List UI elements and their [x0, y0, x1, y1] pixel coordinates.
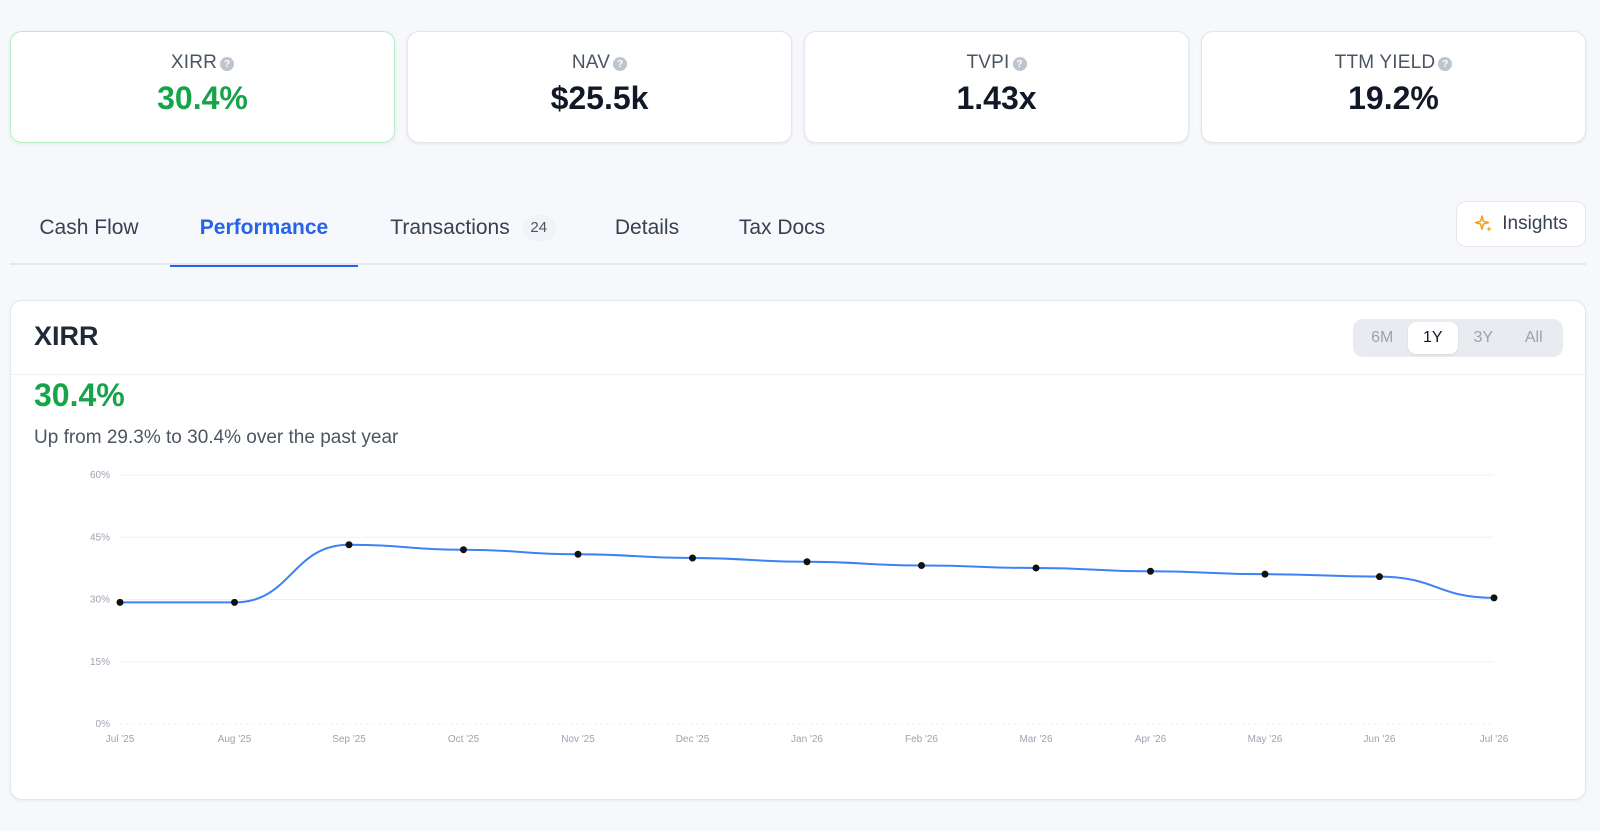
x-tick-label: Sep '25 — [332, 734, 366, 745]
x-tick-label: Apr '26 — [1135, 734, 1167, 745]
count-badge: 24 — [521, 214, 556, 241]
help-icon[interactable]: ? — [613, 57, 628, 71]
metric-card-tvpi[interactable]: TVPI ? 1.43x — [804, 31, 1189, 143]
panel-header: XIRR 6M 1Y 3Y All — [11, 301, 1585, 375]
tab-bar: Cash Flow Performance Transactions 24 De… — [10, 190, 1586, 267]
y-tick-label: 45% — [90, 532, 110, 543]
metric-card-xirr[interactable]: XIRR ? 30.4% — [10, 31, 395, 143]
sparkle-icon — [1475, 215, 1493, 232]
x-tick-label: May '26 — [1248, 734, 1283, 745]
metric-cards: XIRR ? 30.4% NAV ? $25.5k TVPI ? 1.43x T… — [10, 31, 1586, 143]
xirr-line-chart: 0% 15% 30% 45% 60% Jul '25 Aug '25 Sep '25 Oct '… — [90, 470, 1509, 745]
tab-tax-docs[interactable]: Tax Docs — [738, 215, 826, 239]
metric-card-nav[interactable]: NAV ? $25.5k — [407, 31, 792, 143]
y-tick-label: 15% — [90, 657, 110, 668]
tab-transactions[interactable]: Transactions 24 — [387, 190, 559, 265]
range-6m-button[interactable]: 6M — [1371, 329, 1394, 346]
range-selector: 6M 1Y 3Y All — [1353, 319, 1563, 357]
data-point — [1490, 594, 1498, 602]
metric-label-text: XIRR — [170, 52, 218, 73]
data-point — [1261, 570, 1269, 578]
help-icon[interactable]: ? — [1438, 57, 1453, 71]
data-point — [1147, 567, 1154, 575]
insights-label: Insights — [1502, 213, 1568, 234]
tab-details[interactable]: Details — [614, 215, 680, 239]
data-point — [803, 558, 811, 566]
x-tick-label: Jan '26 — [791, 734, 823, 745]
data-point — [116, 598, 124, 606]
x-tick-label: Nov '25 — [561, 734, 595, 745]
data-point — [1376, 573, 1383, 581]
x-tick-label: Jun '26 — [1364, 734, 1396, 745]
x-tick-label: Dec '25 — [676, 734, 710, 745]
x-tick-label: Oct '25 — [448, 734, 480, 745]
metric-value: 19.2% — [1348, 80, 1439, 116]
x-tick-label: Jul '25 — [106, 734, 135, 745]
xirr-summary: Up from 29.3% to 30.4% over the past yea… — [34, 427, 399, 448]
insights-button[interactable]: Insights — [1456, 201, 1586, 247]
data-point — [231, 598, 238, 606]
metric-label-text: TVPI — [966, 52, 1010, 73]
xirr-chart-panel: XIRR 6M 1Y 3Y All 30.4% Up from 29.3% to… — [10, 300, 1586, 800]
data-point — [460, 546, 467, 554]
metric-label: TTM YIELD ? — [1335, 52, 1453, 74]
y-tick-label: 0% — [96, 719, 111, 730]
metric-value: 30.4% — [157, 80, 248, 116]
metric-label: NAV ? — [571, 52, 628, 74]
panel-title: XIRR — [34, 321, 99, 351]
tab-performance[interactable]: Performance — [170, 190, 358, 267]
x-tick-label: Feb '26 — [905, 734, 938, 745]
range-1y-button[interactable]: 1Y — [1407, 322, 1458, 354]
metric-value: $25.5k — [550, 80, 649, 116]
help-icon[interactable]: ? — [1012, 57, 1027, 71]
y-tick-label: 60% — [90, 470, 110, 481]
data-point — [918, 561, 925, 569]
x-tick-label: Aug '25 — [218, 734, 252, 745]
range-all-button[interactable]: All — [1524, 329, 1543, 346]
metric-label: TVPI ? — [966, 52, 1027, 74]
tab-label: Transactions — [390, 215, 510, 239]
help-icon[interactable]: ? — [220, 57, 235, 71]
x-tick-label: Mar '26 — [1019, 734, 1052, 745]
metric-value: 1.43x — [956, 80, 1037, 116]
range-3y-button[interactable]: 3Y — [1473, 329, 1494, 346]
data-point — [345, 541, 353, 549]
y-tick-label: 30% — [90, 595, 110, 606]
data-point — [689, 554, 696, 562]
tab-cash-flow[interactable]: Cash Flow — [39, 215, 139, 239]
series-line — [119, 543, 1495, 604]
metric-card-ttm-yield[interactable]: TTM YIELD ? 19.2% — [1201, 31, 1586, 143]
data-point — [1032, 564, 1040, 572]
metric-label-text: TTM YIELD — [1334, 52, 1436, 73]
current-xirr-value: 30.4% — [34, 377, 125, 413]
data-point — [574, 550, 582, 558]
x-tick-label: Jul '26 — [1480, 734, 1509, 745]
metric-label: XIRR ? — [170, 52, 235, 74]
metric-label-text: NAV — [571, 52, 611, 73]
